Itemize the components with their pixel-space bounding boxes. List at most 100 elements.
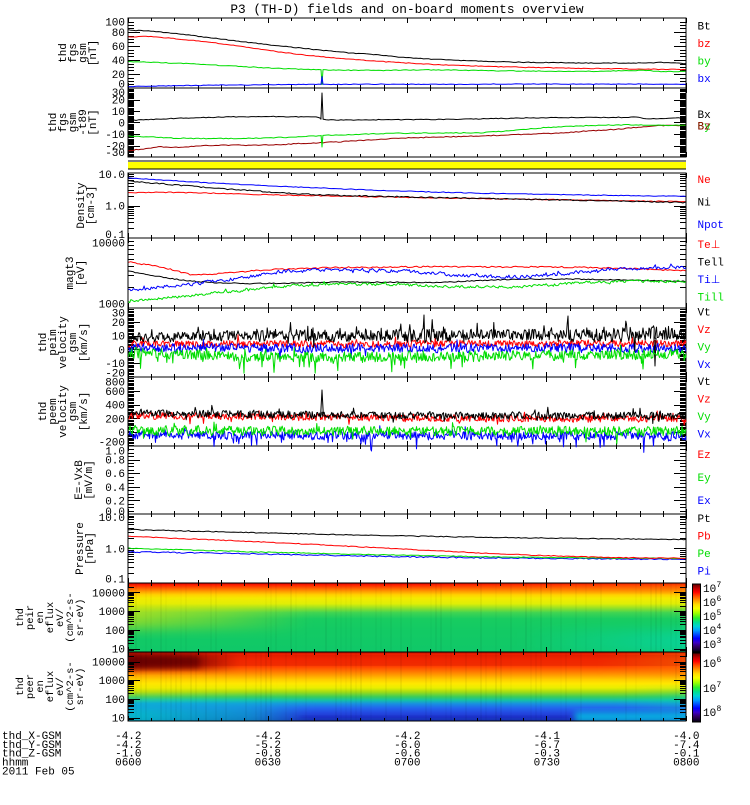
svg-text:Vt: Vt	[698, 377, 711, 389]
svg-text:magt3: magt3	[65, 256, 77, 289]
svg-text:10: 10	[112, 714, 125, 726]
svg-text:thd_Z-GSM: thd_Z-GSM	[2, 749, 61, 761]
svg-text:40: 40	[112, 56, 125, 68]
svg-text:10: 10	[703, 626, 716, 638]
svg-text:eV/: eV/	[55, 677, 67, 696]
svg-text:(cm^2-s-: (cm^2-s-	[65, 661, 77, 711]
svg-text:Pb: Pb	[698, 532, 711, 544]
svg-text:gsm: gsm	[68, 332, 80, 352]
svg-text:-6.7: -6.7	[534, 740, 560, 752]
svg-text:80: 80	[112, 28, 125, 40]
svg-text:10: 10	[703, 708, 716, 720]
svg-text:Vz: Vz	[698, 325, 711, 337]
svg-text:10: 10	[703, 684, 716, 696]
svg-text:-30: -30	[105, 148, 125, 160]
svg-text:6: 6	[717, 595, 722, 604]
svg-text:10000: 10000	[92, 239, 125, 251]
svg-text:Vy: Vy	[698, 343, 712, 355]
svg-text:fgs: fgs	[68, 43, 80, 63]
svg-text:-1.0: -1.0	[115, 749, 141, 761]
svg-text:-4.2: -4.2	[255, 731, 281, 743]
svg-text:0: 0	[118, 80, 125, 92]
svg-text:20: 20	[112, 70, 125, 82]
svg-text:-0.8: -0.8	[255, 749, 281, 761]
svg-text:Vx: Vx	[698, 430, 712, 442]
svg-text:Bx: Bx	[698, 110, 712, 122]
svg-text:-0.1: -0.1	[673, 749, 700, 761]
svg-text:20: 20	[112, 96, 125, 108]
svg-text:peem: peem	[48, 398, 60, 425]
svg-text:0.0: 0.0	[105, 507, 125, 519]
svg-text:7: 7	[717, 681, 722, 690]
svg-text:0: 0	[118, 345, 125, 357]
svg-text:10: 10	[112, 332, 125, 344]
svg-text:Pressure: Pressure	[75, 522, 87, 575]
svg-text:-7.4: -7.4	[673, 740, 700, 752]
svg-text:Vy: Vy	[698, 412, 712, 424]
svg-text:Bt: Bt	[698, 22, 711, 34]
svg-text:peir: peir	[25, 605, 37, 630]
svg-text:-6.0: -6.0	[394, 740, 420, 752]
svg-text:[eV]: [eV]	[76, 260, 88, 286]
svg-text:10: 10	[703, 612, 716, 624]
svg-text:30: 30	[112, 88, 125, 100]
svg-text:Pt: Pt	[698, 514, 711, 526]
svg-text:0600: 0600	[115, 758, 141, 770]
svg-text:Ez: Ez	[698, 450, 711, 462]
svg-text:1.0: 1.0	[105, 545, 125, 557]
svg-text:0.6: 0.6	[105, 469, 125, 481]
svg-text:gsm: gsm	[68, 112, 80, 132]
svg-text:Vt: Vt	[698, 308, 711, 320]
svg-text:100: 100	[105, 18, 125, 30]
svg-text:-10: -10	[105, 359, 125, 371]
svg-text:[cm-3]: [cm-3]	[86, 186, 98, 226]
svg-text:thd: thd	[15, 608, 27, 627]
svg-text:60: 60	[112, 42, 125, 54]
svg-text:20: 20	[112, 318, 125, 330]
svg-text:[nPa]: [nPa]	[85, 532, 97, 565]
svg-text:100: 100	[105, 695, 125, 707]
svg-text:en: en	[35, 611, 47, 624]
svg-text:Till: Till	[698, 293, 724, 305]
svg-text:Vx: Vx	[698, 360, 712, 372]
svg-text:eV/: eV/	[55, 608, 67, 627]
svg-text:Density: Density	[76, 182, 88, 229]
svg-text:1.0: 1.0	[105, 447, 125, 459]
svg-text:1000: 1000	[99, 607, 125, 619]
svg-text:0.4: 0.4	[105, 483, 125, 495]
svg-text:sr-eV): sr-eV)	[75, 668, 87, 706]
svg-text:10: 10	[703, 598, 716, 610]
svg-text:gsm: gsm	[68, 401, 80, 421]
svg-text:By: By	[698, 122, 712, 134]
svg-text:[km/s]: [km/s]	[79, 392, 91, 432]
svg-text:E=-VxB: E=-VxB	[74, 460, 86, 500]
svg-text:10: 10	[112, 645, 125, 657]
svg-text:600: 600	[105, 387, 125, 399]
svg-text:0730: 0730	[534, 758, 560, 770]
svg-text:0.8: 0.8	[105, 456, 125, 468]
svg-text:-t89: -t89	[78, 109, 90, 135]
svg-text:10.0: 10.0	[99, 170, 125, 182]
svg-text:1.0: 1.0	[105, 202, 125, 214]
svg-text:800: 800	[105, 378, 125, 390]
svg-text:-0.3: -0.3	[534, 749, 560, 761]
svg-text:Pi: Pi	[698, 567, 712, 579]
svg-text:0700: 0700	[394, 758, 420, 770]
svg-text:400: 400	[105, 401, 125, 413]
svg-text:Ne: Ne	[698, 175, 711, 187]
svg-text:velocity: velocity	[58, 316, 70, 369]
svg-text:Pe: Pe	[698, 549, 711, 561]
svg-text:bx: bx	[698, 74, 712, 86]
svg-text:-200: -200	[99, 438, 125, 450]
svg-text:fgs: fgs	[58, 113, 70, 133]
svg-text:thd: thd	[38, 333, 50, 353]
svg-text:100: 100	[105, 626, 125, 638]
svg-text:eflux: eflux	[45, 671, 57, 703]
svg-text:thd: thd	[15, 677, 27, 696]
svg-text:0.2: 0.2	[105, 496, 125, 508]
svg-text:[nT]: [nT]	[88, 109, 100, 135]
svg-text:-4.2: -4.2	[115, 731, 141, 743]
svg-text:0800: 0800	[673, 758, 699, 770]
svg-text:Ex: Ex	[698, 496, 712, 508]
svg-text:-4.2: -4.2	[115, 740, 141, 752]
